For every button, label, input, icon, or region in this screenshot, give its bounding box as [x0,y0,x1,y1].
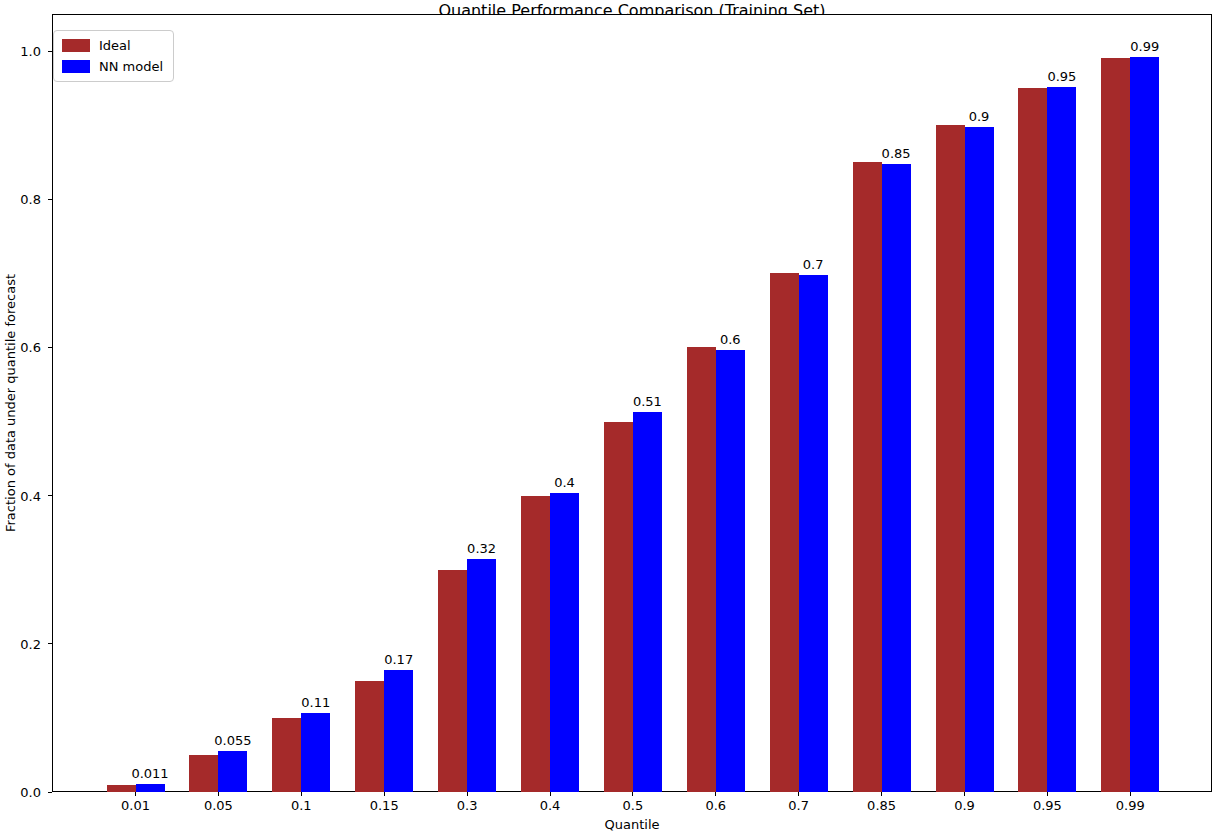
x-tick-label: 0.05 [204,798,233,813]
x-tick-label: 0.3 [457,798,478,813]
legend-swatch-ideal [62,39,90,52]
y-tick-label: 0.8 [20,192,41,207]
bar-ideal [936,125,965,792]
y-tick [48,199,52,200]
x-tick [881,792,882,796]
bar-value-label: 0.17 [384,652,413,667]
bar-nn-model [136,784,165,792]
y-tick [48,51,52,52]
bar-value-label: 0.51 [633,394,662,409]
x-tick [964,792,965,796]
bar-nn-model [1130,57,1159,792]
bar-ideal [1018,88,1047,792]
x-tick [1047,792,1048,796]
x-tick-label: 0.01 [121,798,150,813]
bar-nn-model [384,670,413,792]
bar-ideal [189,755,218,792]
x-tick [135,792,136,796]
bar-ideal [521,496,550,792]
bar-nn-model [1047,87,1076,792]
x-tick [218,792,219,796]
legend-item-nn-model: NN model [62,59,163,74]
y-tick-label: 0.4 [20,488,41,503]
legend-label-ideal: Ideal [99,38,131,53]
x-tick-label: 0.85 [867,798,896,813]
x-tick-label: 0.1 [291,798,312,813]
bar-ideal [687,347,716,792]
x-tick [715,792,716,796]
bar-ideal [1101,58,1130,792]
x-tick-label: 0.9 [954,798,975,813]
bar-nn-model [467,559,496,792]
bar-value-label: 0.99 [1130,39,1159,54]
bar-value-label: 0.6 [720,332,741,347]
x-tick-label: 0.99 [1116,798,1145,813]
x-tick-label: 0.95 [1033,798,1062,813]
bar-nn-model [799,275,828,792]
y-tick [48,495,52,496]
legend: Ideal NN model [53,30,174,82]
legend-swatch-nn-model [62,60,90,73]
x-axis-label: Quantile [52,817,1212,832]
bar-value-label: 0.85 [882,146,911,161]
bar-value-label: 0.32 [467,541,496,556]
bar-value-label: 0.7 [803,257,824,272]
bar-ideal [272,718,301,792]
legend-item-ideal: Ideal [62,38,163,53]
bar-nn-model [965,127,994,792]
bar-ideal [770,273,799,792]
y-tick [48,643,52,644]
bar-value-label: 0.11 [301,695,330,710]
x-tick-label: 0.6 [705,798,726,813]
bar-ideal [355,681,384,792]
bar-ideal [107,785,136,792]
y-tick-label: 0.2 [20,636,41,651]
y-tick-label: 0.6 [20,340,41,355]
y-tick-label: 0.0 [20,785,41,800]
bar-nn-model [218,751,247,792]
x-tick-label: 0.15 [370,798,399,813]
bar-nn-model [716,350,745,792]
y-axis-label: Fraction of data under quantile forecast [3,274,18,532]
figure: Quantile Performance Comparison (Trainin… [0,0,1213,835]
bar-nn-model [301,713,330,792]
x-tick [798,792,799,796]
x-tick [301,792,302,796]
x-tick-label: 0.5 [623,798,644,813]
x-tick [467,792,468,796]
x-tick-label: 0.4 [540,798,561,813]
bar-value-label: 0.4 [554,475,575,490]
bar-ideal [853,162,882,792]
y-tick [48,347,52,348]
y-tick-label: 1.0 [20,44,41,59]
bar-ideal [438,570,467,792]
bar-nn-model [550,493,579,792]
legend-label-nn-model: NN model [99,59,163,74]
x-tick [1130,792,1131,796]
bar-value-label: 0.95 [1047,69,1076,84]
y-tick [48,792,52,793]
bar-value-label: 0.9 [969,109,990,124]
bar-value-label: 0.055 [214,733,251,748]
x-tick [384,792,385,796]
bar-ideal [604,422,633,792]
x-tick [632,792,633,796]
bar-value-label: 0.011 [131,766,168,781]
x-tick [550,792,551,796]
bar-nn-model [633,412,662,792]
bar-nn-model [882,164,911,792]
x-tick-label: 0.7 [788,798,809,813]
